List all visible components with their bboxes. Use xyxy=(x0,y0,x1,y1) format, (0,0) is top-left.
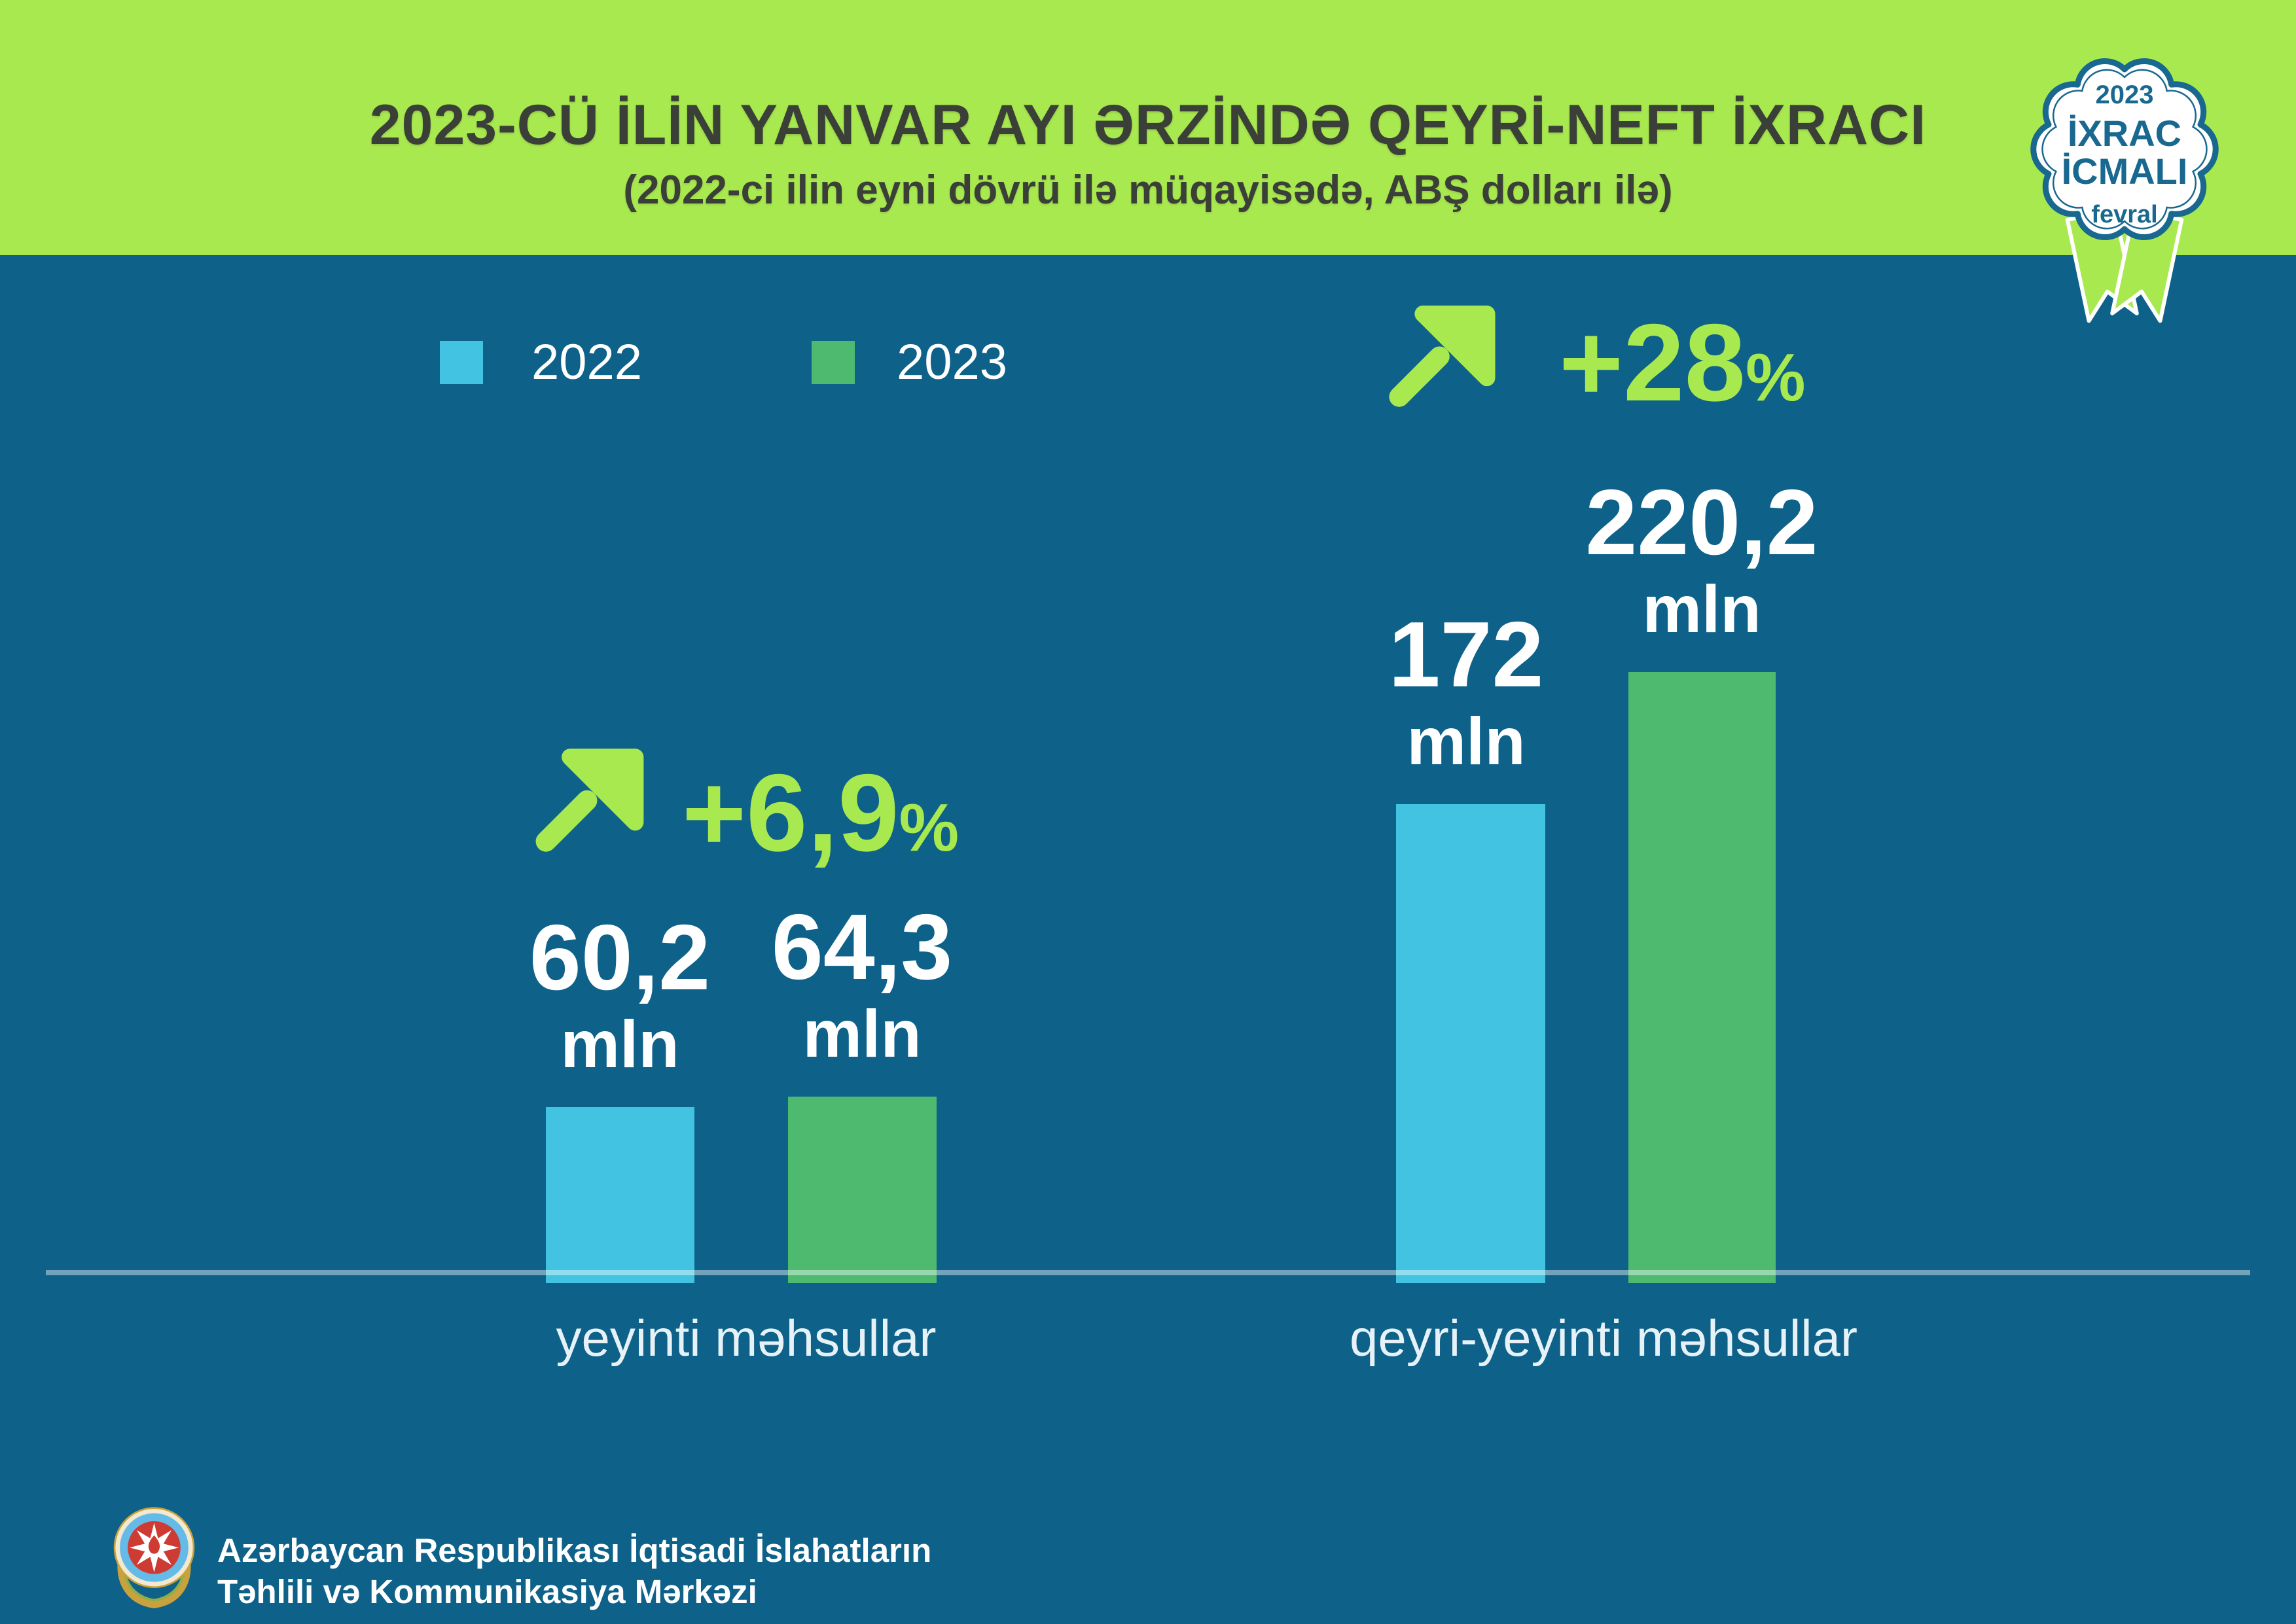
growth-food-suffix: % xyxy=(899,790,960,865)
page-subtitle: (2022-ci ilin eyni dövrü ilə müqayisədə,… xyxy=(623,168,1673,213)
value-label-food-2023: 64,3 mln xyxy=(698,895,1026,1071)
legend-swatch-2022 xyxy=(440,341,483,384)
bar-nonfood-2023 xyxy=(1628,672,1776,1283)
growth-arrow-icon xyxy=(1389,306,1496,407)
x-axis-baseline xyxy=(46,1270,2250,1275)
unit-food-2023: mln xyxy=(802,997,922,1071)
growth-nonfood-suffix: % xyxy=(1745,340,1806,415)
legend-item-2022: 2022 xyxy=(440,334,643,390)
azerbaijan-coat-of-arms-icon xyxy=(113,1507,195,1608)
badge-title-line2: İCMALI xyxy=(2062,150,2188,192)
legend-label-2023: 2023 xyxy=(897,334,1008,390)
legend-swatch-2023 xyxy=(812,341,855,384)
badge-year: 2023 xyxy=(2096,80,2154,109)
export-review-badge: 2023 İXRAC İCMALI fevral xyxy=(2030,58,2219,323)
growth-food: +6,9 % xyxy=(682,758,959,868)
growth-food-value: +6,9 xyxy=(682,751,899,874)
value-food-2022: 60,2 xyxy=(529,906,711,1010)
badge-seal-icon xyxy=(2030,58,2219,240)
value-label-nonfood-2022: 172 mln xyxy=(1302,609,1630,775)
category-label-food: yeyinti məhsullar xyxy=(556,1309,937,1367)
badge-month: fevral xyxy=(2091,201,2157,228)
header-band: 2023-CÜ İLİN YANVAR AYI ƏRZİNDƏ QEYRİ-NE… xyxy=(0,0,2296,255)
value-label-nonfood-2023: 220,2 mln xyxy=(1538,476,1865,643)
unit-food-2022: mln xyxy=(560,1007,679,1082)
badge-title-line1: İXRAC xyxy=(2068,113,2181,154)
legend-item-2023: 2023 xyxy=(812,334,1008,390)
unit-nonfood-2023: mln xyxy=(1642,572,1761,646)
bar-food-2022 xyxy=(546,1107,694,1283)
organization-name-line1: Azərbaycan Respublikası İqtisadi İslahat… xyxy=(217,1532,932,1569)
badge-seal-inner-line xyxy=(2041,69,2208,230)
value-label-food-2022: 60,2 mln xyxy=(456,911,783,1078)
legend-label-2022: 2022 xyxy=(531,334,643,390)
category-label-nonfood: qeyri-yeyinti məhsullar xyxy=(1350,1309,1857,1367)
badge-ribbons-icon xyxy=(2065,207,2184,323)
bar-nonfood-2022 xyxy=(1396,804,1545,1283)
organization-name: Azərbaycan Respublikası İqtisadi İslahat… xyxy=(217,1530,931,1612)
value-nonfood-2023: 220,2 xyxy=(1585,470,1818,574)
page-title: 2023-CÜ İLİN YANVAR AYI ƏRZİNDƏ QEYRİ-NE… xyxy=(369,94,1927,156)
growth-arrow-icon xyxy=(535,749,644,852)
organization-name-line2: Təhlili və Kommunikasiya Mərkəzi xyxy=(217,1573,757,1610)
bar-food-2023 xyxy=(788,1097,937,1283)
value-food-2023: 64,3 xyxy=(771,895,953,999)
growth-nonfood-value: +28 xyxy=(1559,301,1746,424)
growth-nonfood: +28 % xyxy=(1559,308,1806,417)
value-nonfood-2022: 172 xyxy=(1388,603,1544,707)
unit-nonfood-2022: mln xyxy=(1407,704,1526,779)
